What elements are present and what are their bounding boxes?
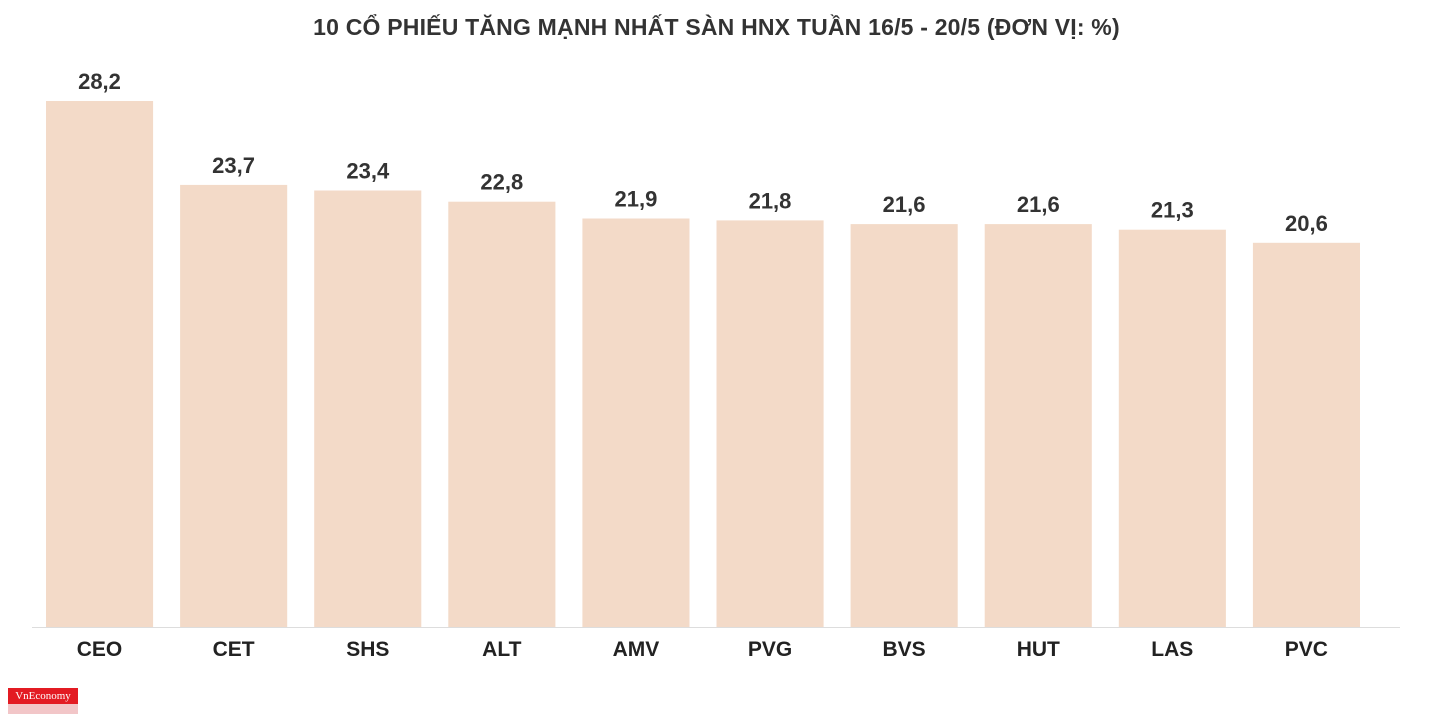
data-label-cet: 23,7 (212, 153, 255, 178)
data-label-hut: 21,6 (1017, 192, 1060, 217)
logo-strip (8, 704, 78, 714)
bar-ceo (46, 101, 154, 627)
data-label-alt: 22,8 (480, 170, 523, 195)
category-label-las: LAS (1151, 638, 1193, 661)
bar-alt (448, 201, 556, 627)
bar-pvc (1252, 242, 1360, 628)
vneconomy-logo: VnEconomy (8, 688, 78, 714)
bar-hut (984, 224, 1092, 627)
bar-cet (180, 184, 288, 627)
data-label-pvc: 20,6 (1285, 211, 1328, 236)
category-label-amv: AMV (613, 638, 660, 661)
logo-text: VnEconomy (15, 690, 71, 702)
category-label-pvc: PVC (1285, 638, 1328, 661)
bar-bvs (850, 224, 958, 627)
bar-pvg (716, 220, 824, 627)
bar-amv (582, 218, 690, 627)
data-label-bvs: 21,6 (883, 192, 926, 217)
category-label-ceo: CEO (77, 638, 123, 661)
category-label-hut: HUT (1017, 638, 1060, 661)
data-label-shs: 23,4 (346, 159, 390, 184)
category-label-shs: SHS (346, 638, 389, 661)
data-label-ceo: 28,2 (78, 69, 121, 94)
bar-shs (314, 190, 422, 627)
data-label-las: 21,3 (1151, 198, 1194, 223)
category-label-pvg: PVG (748, 638, 792, 661)
chart-title: 10 CỔ PHIẾU TĂNG MẠNH NHẤT SÀN HNX TUẦN … (313, 14, 1120, 40)
category-label-cet: CET (213, 638, 255, 661)
category-label-bvs: BVS (883, 638, 926, 661)
category-label-alt: ALT (482, 638, 521, 661)
data-label-amv: 21,9 (614, 187, 657, 212)
bar-las (1118, 229, 1226, 627)
data-label-pvg: 21,8 (749, 188, 792, 213)
